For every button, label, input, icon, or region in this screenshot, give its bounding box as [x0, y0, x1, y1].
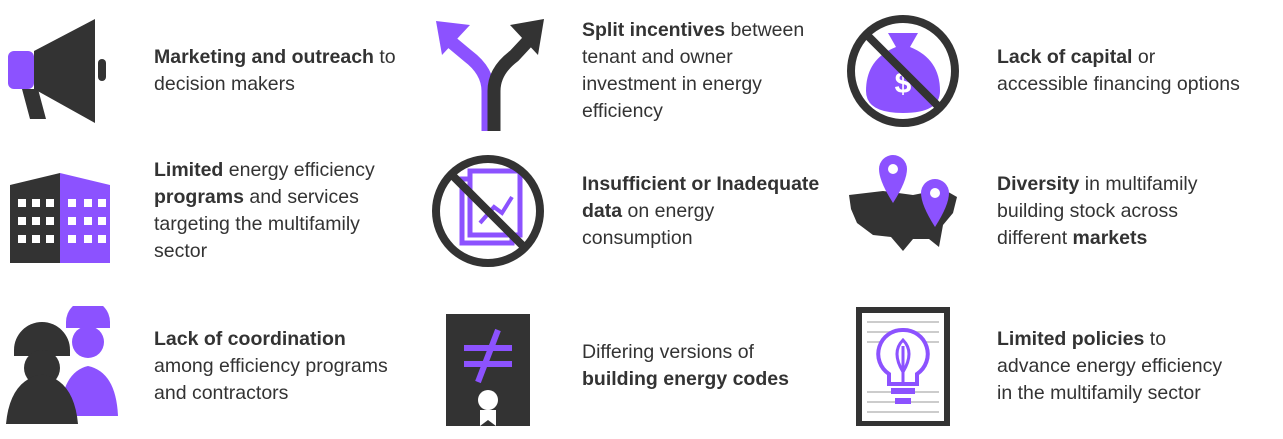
- item-text: Limited energy efficiency programs and s…: [154, 157, 399, 265]
- map-icon: [849, 155, 957, 251]
- buildings-icon: [10, 173, 110, 263]
- text: Differing versions of: [582, 341, 754, 363]
- bold-text: Diversity: [997, 172, 1080, 195]
- text: energy efficiency: [223, 159, 375, 181]
- item: Limited policies to advance energy effic…: [843, 295, 1263, 437]
- item: Diversity in multifamily building stock …: [843, 140, 1263, 282]
- split-arrows-icon: [436, 19, 544, 131]
- item-text: Limited policies to advance energy effic…: [997, 326, 1242, 407]
- item-text: Insufficient or Inadequate data on energ…: [582, 171, 827, 252]
- item: Limited energy efficiency programs and s…: [0, 140, 420, 282]
- workers-icon: [6, 306, 118, 424]
- text: in multifamily building stock across dif…: [997, 172, 1198, 249]
- bold-text: Limited policies: [997, 327, 1145, 350]
- item: $ Lack of capital or accessible financin…: [843, 0, 1263, 142]
- bold-text: Lack of coordination: [154, 327, 346, 350]
- item-text: Lack of coordination among efficiency pr…: [154, 326, 399, 407]
- bold-text: Split incentives: [582, 19, 726, 41]
- text: and services targeting the multifamily s…: [154, 186, 360, 262]
- bold-text: building energy codes: [582, 368, 789, 390]
- code-certificate-icon: [446, 314, 530, 426]
- item: Differing versions of building energy co…: [428, 295, 848, 437]
- text: between tenant and owner investment in e…: [582, 19, 805, 122]
- item-text: Split incentives between tenant and owne…: [582, 17, 827, 125]
- item: Marketing and outreach to decision maker…: [0, 0, 420, 142]
- text: or accessible financing options: [997, 46, 1240, 95]
- policy-icon: [856, 307, 950, 426]
- item-text: Lack of capital or accessible financing …: [997, 44, 1242, 98]
- text: to decision makers: [154, 46, 396, 95]
- bold-text: Marketing and outreach: [154, 46, 374, 68]
- item-text: Diversity in multifamily building stock …: [997, 171, 1242, 252]
- no-data-icon: [432, 155, 544, 267]
- text: to advance energy efficiency in the mult…: [997, 327, 1223, 404]
- item-text: Marketing and outreach to decision maker…: [154, 44, 399, 98]
- item: Split incentives between tenant and owne…: [428, 0, 848, 142]
- bold-text: programs: [154, 186, 244, 208]
- text: on energy consumption: [582, 199, 715, 249]
- bold-text: Limited: [154, 159, 224, 181]
- bold-text: Insufficient or Inadequate data: [582, 172, 820, 222]
- bold-text: Lack of capital: [997, 46, 1133, 68]
- no-money-icon: $: [847, 15, 959, 127]
- megaphone-icon: [8, 19, 106, 123]
- item: Lack of coordination among efficiency pr…: [0, 295, 420, 437]
- item-text: Differing versions of building energy co…: [582, 339, 827, 393]
- text: among efficiency programs and contractor…: [154, 354, 388, 404]
- bold-text: markets: [1072, 226, 1148, 249]
- item: Insufficient or Inadequate data on energ…: [428, 140, 848, 282]
